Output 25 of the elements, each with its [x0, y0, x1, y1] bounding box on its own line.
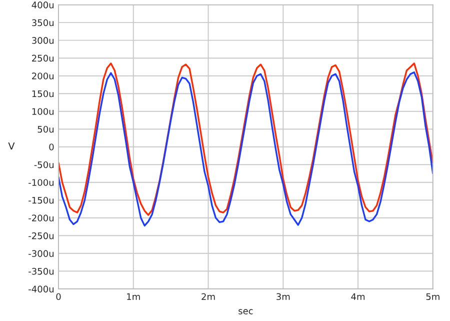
y-tick-label: 300u — [32, 37, 54, 44]
y-tick-label: -350u — [28, 268, 54, 275]
y-tick-label: -50u — [34, 161, 54, 168]
x-axis-title: sec — [238, 309, 253, 314]
y-tick-label: 50u — [38, 126, 54, 133]
x-tick-label: 0 — [56, 293, 61, 300]
y-tick-label: 200u — [32, 72, 54, 80]
y-tick-label: -400u — [28, 286, 54, 292]
y-tick-label: 100u — [32, 108, 54, 115]
x-tick-label: 4m — [351, 293, 365, 300]
x-tick-label: 2m — [202, 293, 215, 300]
y-tick-label: -250u — [28, 232, 54, 240]
y-tick-label: 150u — [32, 90, 54, 98]
x-tick-label: 1m — [127, 293, 140, 300]
y-tick-label: 0 — [49, 144, 54, 150]
y-tick-label: 250u — [32, 54, 54, 62]
x-tick-label: 5m — [426, 293, 440, 300]
y-tick-label: -100u — [28, 179, 54, 186]
y-tick-label: -150u — [28, 196, 54, 204]
y-axis-title: V — [8, 142, 15, 150]
y-tick-label: -200u — [28, 214, 54, 222]
y-tick-label: 400u — [32, 2, 54, 8]
y-tick-label: -300u — [28, 250, 54, 257]
y-tick-label: 350u — [32, 19, 54, 26]
x-tick-label: 3m — [276, 293, 290, 300]
